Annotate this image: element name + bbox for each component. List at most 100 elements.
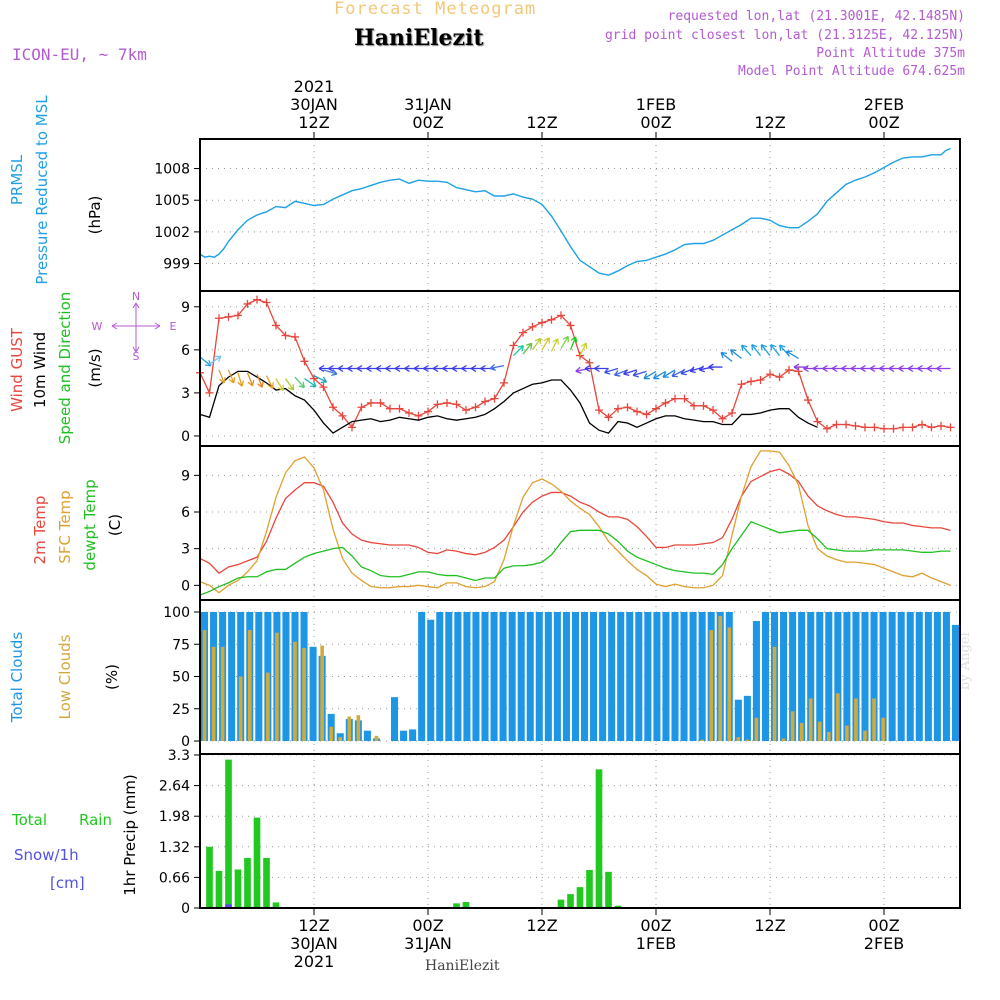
gust-marker xyxy=(262,298,271,307)
total-cloud-bar xyxy=(544,612,552,741)
y-tick-label: 999 xyxy=(163,257,190,273)
time-label-bottom: 12Z xyxy=(526,916,557,935)
wind-direction-arrow xyxy=(760,344,771,356)
total-cloud-bar xyxy=(481,612,489,741)
time-label-top: 12Z xyxy=(526,113,557,132)
total-cloud-bar xyxy=(734,699,742,741)
low-cloud-bar xyxy=(356,715,361,741)
total-cloud-bar xyxy=(562,612,570,741)
rain-bar xyxy=(234,869,242,908)
rain-bar xyxy=(605,871,612,908)
gust-marker xyxy=(395,404,404,413)
location-name: HaniElezit xyxy=(354,25,484,51)
compass-south: S xyxy=(133,350,140,363)
time-label-bottom: 00Z xyxy=(412,916,443,935)
gust-marker xyxy=(338,411,347,420)
total-cloud-bar xyxy=(915,612,923,741)
wind-direction-arrow xyxy=(550,338,559,352)
total-cloud-bar xyxy=(445,612,453,741)
wind-direction-arrow xyxy=(708,363,723,371)
rain-bar xyxy=(614,905,622,908)
pressure-axis-label: PRMSL xyxy=(8,154,26,205)
total-cloud-bar xyxy=(698,612,706,741)
total-cloud-bar xyxy=(789,612,797,741)
gust-marker xyxy=(281,331,290,340)
meteogram-title: Forecast Meteogram xyxy=(334,0,537,19)
low-cloud-bar xyxy=(772,646,777,741)
y-tick-label: 6 xyxy=(181,343,190,359)
rain-bar xyxy=(595,769,603,908)
wind-direction-arrow xyxy=(720,351,733,362)
gust-marker xyxy=(927,423,936,432)
total-cloud-bar xyxy=(807,612,815,741)
rain-bar xyxy=(263,857,270,908)
gust-marker xyxy=(566,321,575,330)
total-cloud-bar xyxy=(870,612,878,741)
gust-marker xyxy=(452,400,461,409)
gust-marker xyxy=(243,299,252,308)
total-cloud-bar xyxy=(689,612,697,741)
wind-direction-arrow xyxy=(604,367,619,375)
total-cloud-bar xyxy=(454,612,462,741)
panel-frame xyxy=(199,138,961,292)
total-cloud-bar xyxy=(861,612,869,741)
sfc-temp-axis-label: SFC Temp xyxy=(56,490,74,563)
wind-direction-arrow xyxy=(227,369,236,384)
low-cloud-bar xyxy=(320,645,324,741)
gust-marker xyxy=(471,403,480,412)
gust-marker xyxy=(709,406,717,415)
total-cloud-bar xyxy=(400,730,408,741)
gust-marker xyxy=(699,401,708,410)
y-tick-label: 3 xyxy=(181,542,190,558)
gust-marker xyxy=(509,341,518,350)
y-tick-label: 3 xyxy=(181,386,190,402)
wind-direction-arrow xyxy=(522,342,533,355)
low-cloud-bar xyxy=(854,698,858,741)
gust-marker xyxy=(889,424,898,433)
gust-marker xyxy=(633,407,641,416)
time-label-top: 31JAN xyxy=(404,95,452,114)
low-cloud-bar xyxy=(727,627,732,741)
time-label-top: 2021 xyxy=(294,77,335,96)
clouds-unit-label: (%) xyxy=(103,664,121,690)
gust-marker xyxy=(804,396,812,405)
wind-direction-arrow xyxy=(560,335,569,349)
time-label-bottom: 2FEB xyxy=(864,934,904,953)
total-cloud-bar xyxy=(825,612,833,741)
y-tick-label: 9 xyxy=(181,300,190,316)
gust-marker xyxy=(690,401,698,410)
gust-marker xyxy=(671,394,679,403)
low-cloud-bar xyxy=(736,737,741,741)
pressure-line xyxy=(199,147,951,276)
gust-marker xyxy=(718,414,727,423)
gust-marker xyxy=(823,424,831,433)
low-cloud-bar xyxy=(247,630,252,741)
rain-label: Rain xyxy=(79,811,112,829)
rain-bar xyxy=(453,903,460,908)
total-cloud-bar xyxy=(671,612,679,741)
wind-direction-arrow xyxy=(209,355,222,365)
dewpt-temp-line xyxy=(199,520,951,596)
pressure-unit-label: (hPa) xyxy=(86,196,104,235)
gust-marker xyxy=(481,397,489,406)
low-cloud-bar xyxy=(827,731,831,741)
low-cloud-bar xyxy=(338,737,343,741)
rain-bar xyxy=(215,870,223,908)
low-cloud-bar xyxy=(709,630,713,741)
wind-direction-arrow xyxy=(740,344,752,357)
y-tick-label: 0 xyxy=(181,578,190,594)
time-label-bottom: 00Z xyxy=(640,916,671,935)
gust-marker xyxy=(291,332,299,341)
rain-bar xyxy=(462,901,470,908)
total-cloud-bar xyxy=(255,612,263,741)
y-tick-label: 1.98 xyxy=(159,809,190,825)
total-cloud-bar xyxy=(924,612,932,741)
total-cloud-bar xyxy=(472,612,480,741)
gust-marker xyxy=(595,406,603,415)
time-label-bottom: 1FEB xyxy=(636,934,676,953)
wind-direction-arrow xyxy=(489,363,505,371)
total-cloud-bar xyxy=(409,729,417,741)
y-tick-label: 25 xyxy=(172,702,190,718)
gust-marker xyxy=(756,375,765,384)
gust-marker xyxy=(367,398,375,407)
